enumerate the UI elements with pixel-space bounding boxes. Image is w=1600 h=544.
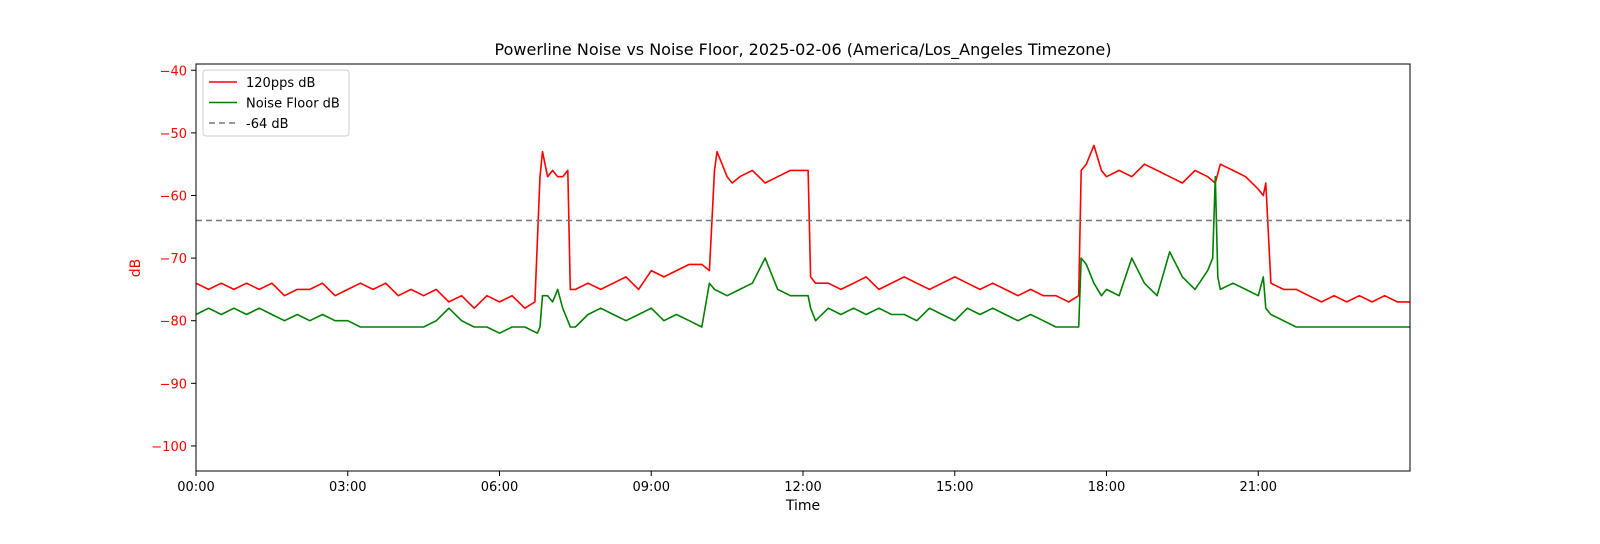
y-tick-label: −80 xyxy=(160,315,187,330)
x-tick-label: 15:00 xyxy=(936,480,973,495)
y-axis-label: dB xyxy=(128,259,144,278)
y-tick-label: −100 xyxy=(151,440,187,455)
series-line-1 xyxy=(195,175,1410,335)
legend: 120pps dB Noise Floor dB -64 dB xyxy=(202,69,350,137)
x-tick-label: 09:00 xyxy=(633,480,670,495)
legend-box xyxy=(202,69,350,137)
x-tick-label: 00:00 xyxy=(177,480,214,495)
y-tick-label: −70 xyxy=(160,252,187,267)
x-tick-label: 03:00 xyxy=(329,480,366,495)
chart-title: Powerline Noise vs Noise Floor, 2025-02-… xyxy=(495,40,1112,60)
x-tick-label: 21:00 xyxy=(1240,480,1277,495)
plot-area xyxy=(195,144,1410,335)
series-line-0 xyxy=(195,144,1410,310)
y-axis: −40 −50 −60 −70 −80 −90 −100 xyxy=(151,64,196,455)
y-tick-label: −90 xyxy=(160,377,187,392)
x-tick-label: 18:00 xyxy=(1088,480,1125,495)
legend-label-2: -64 dB xyxy=(246,117,289,132)
legend-label-0: 120pps dB xyxy=(246,76,315,91)
x-tick-label: 06:00 xyxy=(481,480,518,495)
x-tick-label: 12:00 xyxy=(784,480,821,495)
y-tick-label: −50 xyxy=(160,127,187,142)
y-tick-label: −40 xyxy=(160,64,187,79)
legend-label-1: Noise Floor dB xyxy=(246,97,340,112)
x-axis: 00:00 03:00 06:00 09:00 12:00 15:00 18:00 21:00 xyxy=(177,471,1277,495)
x-axis-label: Time xyxy=(785,498,820,514)
y-tick-label: −60 xyxy=(160,189,187,204)
